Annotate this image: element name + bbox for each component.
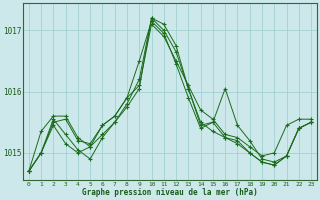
X-axis label: Graphe pression niveau de la mer (hPa): Graphe pression niveau de la mer (hPa)	[82, 188, 258, 197]
